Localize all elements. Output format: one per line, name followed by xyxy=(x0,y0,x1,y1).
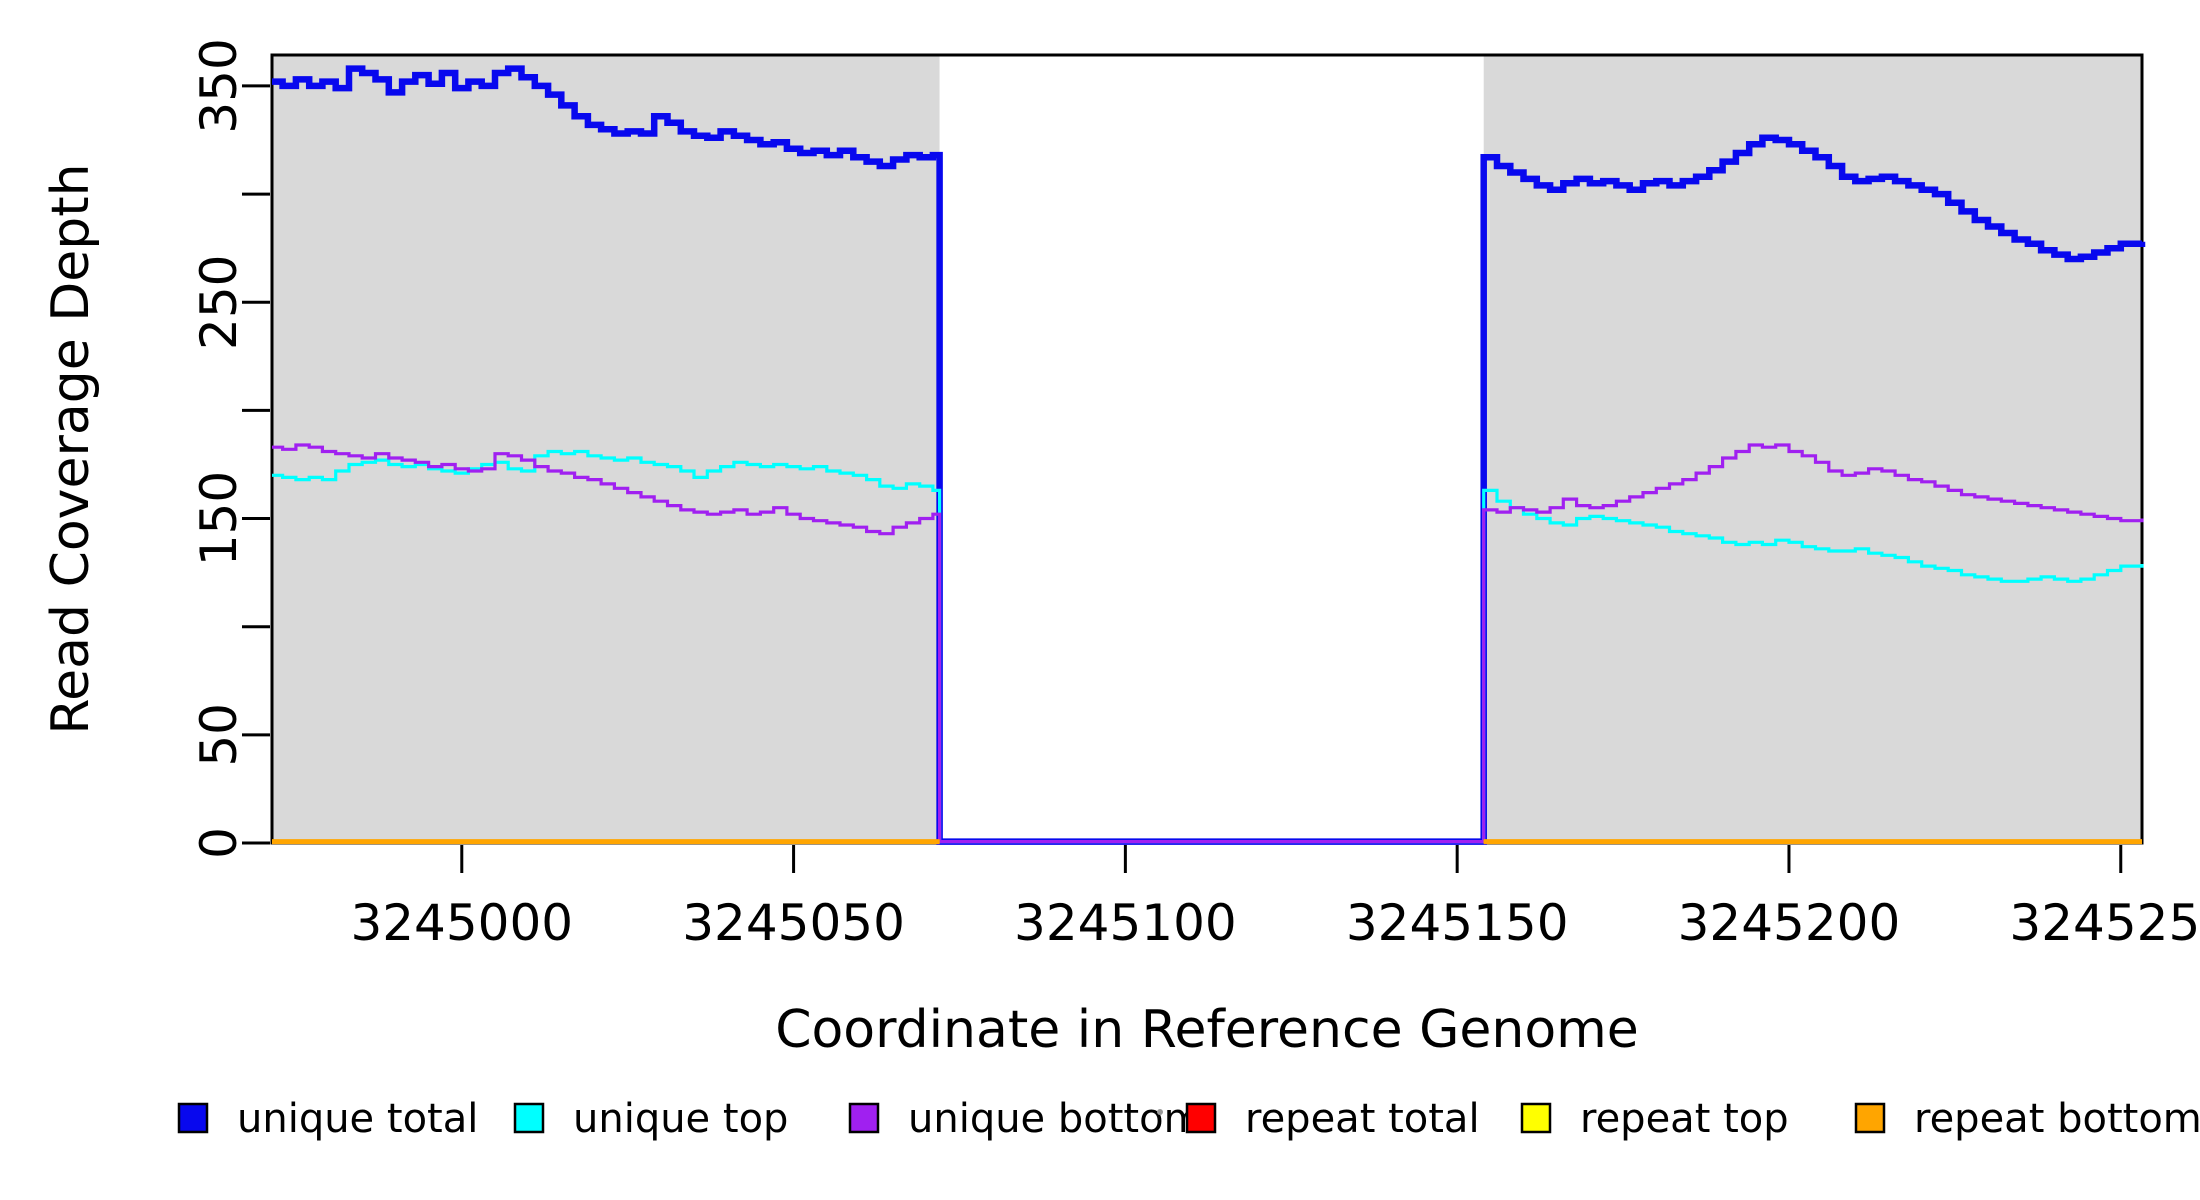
legend-item-repeat-bottom: repeat bottom xyxy=(1854,1096,2200,1142)
legend-swatch-unique-total xyxy=(177,1102,209,1134)
x-tick-label: 3245150 xyxy=(1346,894,1569,952)
series-lines xyxy=(272,65,2146,845)
y-tick-label: 250 xyxy=(190,255,248,350)
legend-swatch-unique-top xyxy=(513,1102,545,1134)
shaded-regions xyxy=(272,55,2142,843)
x-tick-label: 3245050 xyxy=(682,894,905,952)
legend: unique total unique top unique bottom re… xyxy=(177,1096,2200,1142)
series-line-unique-bottom xyxy=(272,443,2144,844)
x-tick-label: 3245000 xyxy=(350,894,573,952)
legend-swatch-unique-bottom xyxy=(848,1102,880,1134)
y-tick-label: 350 xyxy=(190,38,248,133)
x-tick-label: 3245200 xyxy=(1678,894,1901,952)
y-tick-label: 50 xyxy=(190,703,248,767)
legend-label-repeat-total: repeat total xyxy=(1245,1096,1480,1142)
y-tick-label: 150 xyxy=(190,471,248,566)
series-line-unique-total xyxy=(272,65,2146,845)
legend-item-unique-bottom: unique bottom xyxy=(848,1096,1203,1142)
legend-item-repeat-total: repeat total xyxy=(1185,1096,1480,1142)
legend-label-unique-bottom: unique bottom xyxy=(908,1096,1203,1142)
legend-label-repeat-bottom: repeat bottom xyxy=(1914,1096,2200,1142)
legend-label-unique-total: unique total xyxy=(237,1096,478,1142)
unique-region-right xyxy=(1483,55,2142,843)
legend-swatch-repeat-total xyxy=(1185,1102,1217,1134)
legend-label-unique-top: unique top xyxy=(573,1096,788,1142)
legend-label-repeat-top: repeat top xyxy=(1580,1096,1789,1142)
x-tick-label: 3245100 xyxy=(1014,894,1237,952)
legend-swatch-repeat-bottom xyxy=(1854,1102,1886,1134)
stray-mark xyxy=(1157,1109,1163,1115)
legend-item-unique-top: unique top xyxy=(513,1096,788,1142)
unique-region-left xyxy=(272,55,940,843)
legend-item-unique-total: unique total xyxy=(177,1096,478,1142)
y-tick-label: 0 xyxy=(190,827,248,859)
legend-item-repeat-top: repeat top xyxy=(1520,1096,1789,1142)
legend-swatch-repeat-top xyxy=(1520,1102,1552,1134)
x-axis-title: Coordinate in Reference Genome xyxy=(775,1000,1639,1060)
axes: 3245000 3245050 3245100 3245150 3245200 32452… xyxy=(190,38,2200,952)
y-axis-title: Read Coverage Depth xyxy=(41,163,101,734)
